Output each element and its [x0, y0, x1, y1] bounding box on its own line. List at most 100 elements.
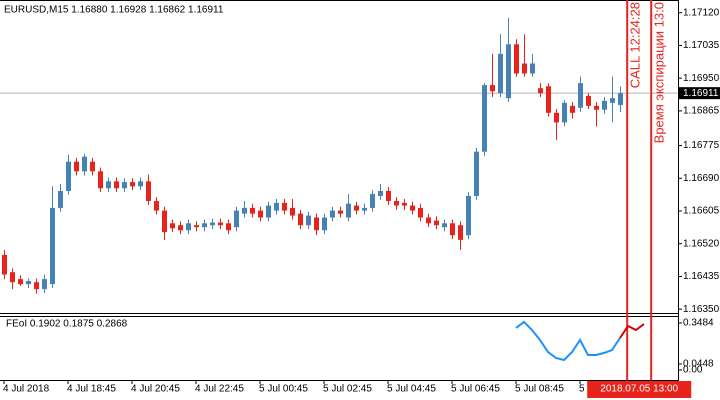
candle-body [474, 151, 479, 196]
time-marker-box [587, 381, 692, 398]
x-tick-label: 5 Jul 04:45 [387, 384, 436, 395]
y-tick-label: 0.0448 [683, 359, 714, 370]
candle-body [322, 217, 327, 231]
candle-body [378, 190, 383, 196]
indicator-line [515, 320, 621, 362]
candle-body [458, 225, 463, 240]
candle-body [138, 181, 143, 187]
candle-body [514, 44, 519, 74]
candle-body [306, 215, 311, 226]
candle-body [274, 202, 279, 211]
y-tick-label: 1.17120 [683, 7, 720, 18]
candle-body [594, 105, 599, 110]
candle-body [410, 205, 415, 211]
candle-body [418, 207, 423, 218]
candle-body [386, 190, 391, 201]
candle-body [362, 207, 367, 211]
candle-body [266, 205, 271, 218]
y-tick-label: 1.16690 [683, 173, 720, 184]
candle-body [546, 86, 551, 113]
x-tick-label: 5 Jul 06:45 [451, 384, 500, 395]
candle-body [434, 220, 439, 226]
price-label: 1.16911 [683, 88, 719, 99]
candle-body [114, 181, 119, 189]
x-tick-label: 4 Jul 18:45 [67, 384, 116, 395]
candle-body [498, 53, 503, 94]
y-tick-label: 1.16865 [683, 106, 720, 117]
indicator-line [619, 323, 645, 339]
candle-body [250, 207, 255, 214]
y-tick-label: 1.16435 [683, 271, 720, 282]
candle-body [578, 83, 583, 108]
candle-body [122, 182, 127, 189]
candle-body [90, 161, 95, 172]
x-tick-label: 5 Jul 00:45 [259, 384, 308, 395]
candle-body [10, 272, 15, 283]
candle-body [402, 202, 407, 206]
candle-body [450, 223, 455, 236]
candle-body [354, 205, 359, 211]
candle-body [26, 281, 31, 285]
candle-body [506, 44, 511, 99]
candle-body [146, 181, 151, 201]
candle-body [482, 85, 487, 152]
candle-body [50, 207, 55, 285]
candle-body [282, 202, 287, 211]
candle-body [570, 105, 575, 113]
candle-body [242, 207, 247, 214]
candle-body [162, 210, 167, 233]
price-label-box [679, 87, 720, 100]
x-tick-label: 4 Jul 2018 [3, 384, 50, 395]
y-tick-label: 1.16605 [683, 206, 720, 217]
candle-body [234, 210, 239, 228]
candle-body [346, 203, 351, 218]
y-tick-label: 1.16520 [683, 238, 720, 249]
candle-body [370, 194, 375, 208]
candle-body [522, 63, 527, 74]
y-tick-label: 1.16350 [683, 304, 720, 315]
y-tick-label: 1.16775 [683, 140, 720, 151]
x-tick-label: 5 Jul 02:45 [323, 384, 372, 395]
candle-body [154, 200, 159, 211]
candle-body [538, 88, 543, 94]
indicator-title: FEoI 0.1902 0.1875 0.2868 [6, 319, 128, 330]
y-tick-label: 1.17035 [683, 40, 720, 51]
candle-body [314, 217, 319, 231]
x-tick-label: 5 Jul 08:45 [515, 384, 564, 395]
candle-body [42, 279, 47, 290]
chart-title: EURUSD,M15 1.16880 1.16928 1.16862 1.169… [4, 5, 224, 16]
candle-body [186, 223, 191, 231]
marker-label: Время экспирации 13:0 [652, 2, 667, 143]
candle-body [82, 156, 87, 172]
candle-body [298, 213, 303, 226]
candle-body [194, 225, 199, 228]
candle-body [98, 171, 103, 189]
marker-label: CALL 12:24:28 [628, 2, 643, 88]
y-tick-label: 0.00 [683, 365, 703, 376]
candle-body [106, 181, 111, 189]
candle-body [466, 195, 471, 236]
candle-body [58, 190, 63, 208]
y-tick-label: 1.16950 [683, 73, 720, 84]
candle-body [210, 222, 215, 226]
time-marker-label: 2018.07.05 13:00 [600, 384, 678, 395]
candle-body [170, 223, 175, 229]
candle-body [530, 63, 535, 74]
candle-body [442, 223, 447, 228]
candle-body [290, 207, 295, 216]
candle-body [18, 279, 23, 285]
candle-body [330, 210, 335, 218]
candle-body [618, 93, 623, 106]
candle-body [602, 100, 607, 110]
x-tick-label: 4 Jul 22:45 [195, 384, 244, 395]
candle-body [338, 210, 343, 214]
candle-body [586, 95, 591, 106]
candle-body [66, 161, 71, 191]
candle-body [490, 85, 495, 92]
candle-body [610, 98, 615, 103]
candle-body [554, 112, 559, 123]
y-tick-label: 0.3484 [683, 318, 714, 329]
candle-body [426, 217, 431, 224]
